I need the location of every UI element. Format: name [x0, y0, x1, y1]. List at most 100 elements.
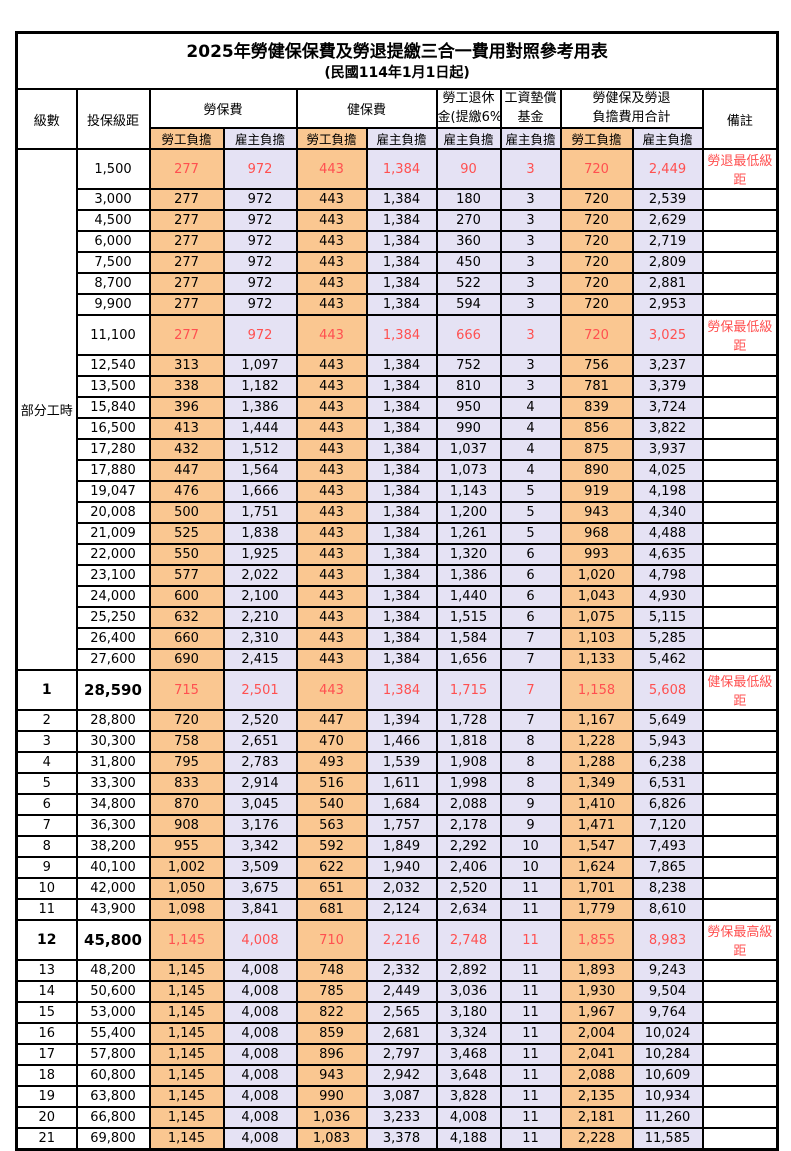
fee-cell: 443	[295, 230, 368, 253]
bracket-cell: 20,008	[75, 501, 151, 524]
note-cell	[701, 730, 779, 753]
fee-cell: 500	[148, 501, 225, 524]
fee-cell: 443	[295, 354, 368, 377]
fee-cell: 1,855	[559, 919, 634, 961]
fee-cell: 2,310	[222, 627, 298, 650]
fee-cell: 1,757	[365, 814, 438, 837]
table-row: 部分工時 1,500 277 972 443 1,384 90 3 720 2,449 勞退最低級距	[15, 148, 779, 671]
fee-cell: 3,724	[631, 396, 704, 419]
fee-cell: 4,008	[222, 1022, 298, 1045]
note-cell	[701, 772, 779, 795]
fee-cell: 413	[148, 417, 225, 440]
note-cell	[701, 1127, 779, 1150]
fee-cell: 1,384	[365, 251, 438, 274]
note-cell	[701, 835, 779, 858]
fee-cell: 443	[295, 585, 368, 608]
fee-cell: 10	[499, 856, 562, 879]
fee-cell: 3,822	[631, 417, 704, 440]
fee-cell: 1,930	[559, 980, 634, 1003]
fee-cell: 1,444	[222, 417, 298, 440]
fee-cell: 2,022	[222, 564, 298, 587]
bracket-cell: 12,540	[75, 354, 151, 377]
fee-cell: 277	[148, 188, 225, 211]
table-row: 8 38,200 955 3,342 592 1,849 2,292 10 1,547 7,493	[15, 835, 779, 858]
fee-cell: 4,008	[222, 959, 298, 982]
bracket-cell: 16,500	[75, 417, 151, 440]
fee-cell: 10,284	[631, 1043, 704, 1066]
fee-cell: 1,384	[365, 543, 438, 566]
bracket-cell: 17,280	[75, 438, 151, 461]
fee-cell: 1,967	[559, 1001, 634, 1024]
table-row: 10 42,000 1,050 3,675 651 2,032 2,520 11 1,701 8,…	[15, 877, 779, 900]
fee-cell: 1,097	[222, 354, 298, 377]
fee-cell: 360	[435, 230, 502, 253]
fee-cell: 1,410	[559, 793, 634, 816]
fee-cell: 6	[499, 585, 562, 608]
fee-cell: 1,384	[365, 669, 438, 711]
fee-cell: 592	[295, 835, 368, 858]
note-cell	[701, 1085, 779, 1108]
fee-cell: 443	[295, 606, 368, 629]
note-cell	[701, 709, 779, 732]
note-cell	[701, 396, 779, 419]
table-row: 20 66,800 1,145 4,008 1,036 3,233 4,008 11 2,181…	[15, 1106, 779, 1129]
fee-cell: 1,715	[435, 669, 502, 711]
fee-cell: 3	[499, 188, 562, 211]
fee-cell: 1,043	[559, 585, 634, 608]
fee-cell: 955	[148, 835, 225, 858]
fee-cell: 3,342	[222, 835, 298, 858]
fee-cell: 1,145	[148, 1043, 225, 1066]
fee-cell: 2,100	[222, 585, 298, 608]
fee-cell: 3,087	[365, 1085, 438, 1108]
wage-fund-label-line2: 基金	[517, 109, 544, 125]
fee-cell: 8,983	[631, 919, 704, 961]
level-cell: 20	[15, 1106, 78, 1129]
reference-sheet: 2025年勞健保保費及勞退提繳三合一費用對照參考用表 (民國114年1月1日起)…	[15, 31, 780, 1151]
fee-cell: 4,930	[631, 585, 704, 608]
fee-cell: 943	[559, 501, 634, 524]
bracket-cell: 63,800	[75, 1085, 151, 1108]
table-row: 4,500 277 972 443 1,384 270 3 720 2,629	[17, 209, 779, 232]
fee-cell: 1,167	[559, 709, 634, 732]
fee-cell: 1,539	[365, 751, 438, 774]
fee-cell: 443	[295, 501, 368, 524]
fee-cell: 11	[499, 1106, 562, 1129]
fee-cell: 3,841	[222, 898, 298, 921]
note-cell	[701, 606, 779, 629]
fee-cell: 720	[559, 148, 634, 190]
fee-cell: 3	[499, 314, 562, 356]
level-cell: 8	[15, 835, 78, 858]
header-row-groups: 級數 投保級距 勞保費 健保費 勞工退休 金(提繳6%) 工資墊償 基金 勞健保…	[15, 88, 779, 150]
fee-cell: 622	[295, 856, 368, 879]
fee-cell: 720	[559, 272, 634, 295]
title-cell: 2025年勞健保保費及勞退提繳三合一費用對照參考用表 (民國114年1月1日起)	[15, 31, 779, 90]
fee-cell: 1,384	[365, 230, 438, 253]
level-cell: 11	[15, 898, 78, 921]
fee-cell: 3,828	[435, 1085, 502, 1108]
fee-cell: 896	[295, 1043, 368, 1066]
fee-cell: 972	[222, 188, 298, 211]
fee-cell: 1,893	[559, 959, 634, 982]
note-cell	[701, 898, 779, 921]
note-cell	[701, 251, 779, 274]
table-row: 12 45,800 1,145 4,008 710 2,216 2,748 11 1,855 8,…	[15, 919, 779, 961]
fee-cell: 2,953	[631, 293, 704, 316]
fee-cell: 1,384	[365, 438, 438, 461]
fee-cell: 919	[559, 480, 634, 503]
subheader-total-employer: 雇主負擔	[631, 127, 704, 150]
bracket-cell: 33,300	[75, 772, 151, 795]
fee-cell: 710	[295, 919, 368, 961]
fee-cell: 2,539	[631, 188, 704, 211]
fee-cell: 4,635	[631, 543, 704, 566]
bracket-cell: 48,200	[75, 959, 151, 982]
fee-cell: 277	[148, 230, 225, 253]
fee-cell: 2,124	[365, 898, 438, 921]
table-row: 21,009 525 1,838 443 1,384 1,261 5 968 4,488	[17, 522, 779, 545]
col-header-bracket: 投保級距	[75, 88, 151, 150]
fee-cell: 470	[295, 730, 368, 753]
bracket-cell: 55,400	[75, 1022, 151, 1045]
fee-cell: 443	[295, 648, 368, 671]
fee-cell: 2,415	[222, 648, 298, 671]
fee-cell: 972	[222, 148, 298, 190]
table-row: 6 34,800 870 3,045 540 1,684 2,088 9 1,410 6,826	[15, 793, 779, 816]
